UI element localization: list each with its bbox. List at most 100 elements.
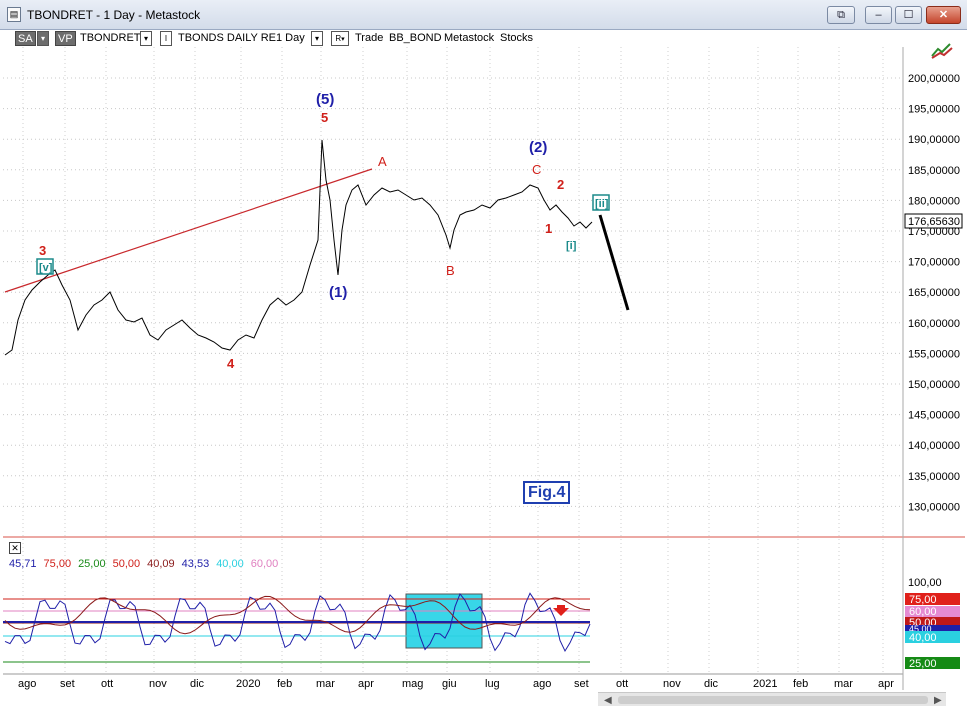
- horizontal-scrollbar[interactable]: ◀ ▶: [598, 692, 946, 706]
- minimize-icon: –: [875, 9, 882, 21]
- chart-document-icon[interactable]: ▤: [7, 7, 21, 22]
- last-price-tag: [904, 213, 963, 229]
- indicator-values: 45,71 75,00 25,00 50,00 40,09 43,53 40,00 60,00: [9, 558, 285, 570]
- wave-label-C: C: [532, 162, 541, 177]
- restore-child-button[interactable]: ⧉: [827, 6, 855, 24]
- date-tick-label: dic: [190, 678, 205, 690]
- price-tick-label: 180,00000: [908, 195, 960, 207]
- refresh-icon[interactable]: R▾: [331, 31, 349, 46]
- symbol-field[interactable]: TBONDRET: [80, 32, 141, 44]
- minimize-button[interactable]: –: [865, 6, 892, 24]
- price-tick-label: 190,00000: [908, 134, 960, 146]
- wave-label-3: 3: [39, 243, 46, 258]
- wave-label-B: B: [446, 263, 455, 278]
- expert-label[interactable]: BB_BOND: [389, 32, 442, 44]
- window-title: TBONDRET - 1 Day - Metastock: [27, 8, 201, 22]
- price-series: [4, 139, 593, 356]
- chart-toolbar: SA ▾ VP TBONDRET ▾ I TBONDS DAILY RE 1 D…: [0, 30, 967, 47]
- indicator-value: 50,00: [112, 558, 141, 570]
- sa-button[interactable]: SA: [15, 31, 36, 46]
- scroll-thumb[interactable]: [618, 696, 928, 704]
- symbol-dropdown-icon[interactable]: ▾: [140, 31, 152, 46]
- title-bar: ▤ TBONDRET - 1 Day - Metastock ⧉ – ☐ ✕: [0, 0, 967, 30]
- price-tick-label: 135,00000: [908, 471, 960, 483]
- down-arrow-marker[interactable]: [553, 605, 569, 616]
- maximize-icon: ☐: [903, 9, 914, 21]
- interval-field[interactable]: 1 Day: [276, 32, 305, 44]
- tag-40: [905, 631, 960, 643]
- wave-label-4: 4: [227, 356, 235, 371]
- scroll-right-icon[interactable]: ▶: [934, 695, 942, 706]
- price-tick-label: 170,00000: [908, 257, 960, 269]
- figure-label: Fig.4: [523, 481, 571, 504]
- price-axis: 200,00000 195,00000 190,00000 185,00000 180,…: [908, 73, 960, 513]
- price-tick-label: 140,00000: [908, 440, 960, 452]
- tag-45: [905, 625, 960, 632]
- wave-label-1: 1: [545, 221, 552, 236]
- security-info-icon[interactable]: I: [160, 31, 172, 46]
- date-tick-label: feb: [793, 678, 808, 690]
- price-tick-label: 175,00000: [908, 226, 960, 238]
- wave-ii-box: [592, 194, 610, 211]
- template-label[interactable]: Trade: [355, 32, 384, 44]
- date-tick-label: mar: [316, 678, 335, 690]
- wave-label-5: 5: [321, 110, 328, 125]
- oscillator-slow: [4, 595, 591, 635]
- vp-button[interactable]: VP: [55, 31, 76, 46]
- chart-layout-icon[interactable]: [930, 40, 954, 60]
- price-tick-label: 130,00000: [908, 501, 960, 513]
- wave-label-2-major: (2): [529, 139, 547, 156]
- indicator-close-icon[interactable]: ✕: [9, 542, 21, 554]
- wave-label-v: [v]: [39, 262, 53, 274]
- date-tick-label: ago: [533, 678, 551, 690]
- close-icon: ✕: [938, 9, 949, 21]
- date-tick-label: lug: [485, 678, 500, 690]
- wave-label-ii: [ii]: [595, 198, 609, 210]
- indicator-value: 25,00: [78, 558, 106, 570]
- date-tick-label: ott: [101, 678, 113, 690]
- date-tick-label: giu: [442, 678, 457, 690]
- tag-25-text: 25,00: [909, 658, 937, 670]
- tag-40-text: 40,00: [909, 632, 937, 644]
- tag-75-text: 75,00: [909, 594, 937, 606]
- price-tick-label: 195,00000: [908, 104, 960, 116]
- price-tick-label: 145,00000: [908, 410, 960, 422]
- security-name-field[interactable]: TBONDS DAILY RE: [178, 32, 277, 44]
- tag-60-text: 60,00: [909, 606, 937, 618]
- date-tick-label: mag: [402, 678, 423, 690]
- price-tick-label: 165,00000: [908, 287, 960, 299]
- indicator-value: 45,71: [9, 558, 37, 570]
- wave-label-2: 2: [557, 177, 564, 192]
- trend-line[interactable]: [4, 168, 373, 293]
- date-tick-label: set: [574, 678, 589, 690]
- scroll-left-icon[interactable]: ◀: [604, 695, 612, 706]
- expert-label-2[interactable]: Metastock: [444, 32, 495, 44]
- date-tick-label: ott: [616, 678, 628, 690]
- expert-label-3[interactable]: Stocks: [500, 32, 534, 44]
- indicator-value: 60,00: [250, 558, 279, 570]
- price-tick-label: 155,00000: [908, 348, 960, 360]
- date-tick-label: apr: [878, 678, 894, 690]
- oscillator-fast: [4, 592, 591, 653]
- date-tick-label: apr: [358, 678, 374, 690]
- sa-dropdown-icon[interactable]: ▾: [37, 31, 49, 46]
- price-tick-label: 185,00000: [908, 165, 960, 177]
- indicator-value: 75,00: [43, 558, 72, 570]
- indicator-value: 43,53: [181, 558, 210, 570]
- price-tick-label: 160,00000: [908, 318, 960, 330]
- date-tick-label: 2021: [753, 678, 777, 690]
- wave-label-i: [i]: [566, 240, 577, 252]
- maximize-button[interactable]: ☐: [895, 6, 922, 24]
- wave-label-1-major: (1): [329, 284, 347, 301]
- date-tick-label: ago: [18, 678, 36, 690]
- date-tick-label: 2020: [236, 678, 260, 690]
- restore-icon: ⧉: [837, 9, 845, 21]
- date-tick-label: set: [60, 678, 75, 690]
- last-price-value: 176,65630: [908, 216, 960, 228]
- date-tick-label: nov: [663, 678, 681, 690]
- price-tick-label: 150,00000: [908, 379, 960, 391]
- interval-dropdown-icon[interactable]: ▾: [311, 31, 323, 46]
- projection-line[interactable]: [598, 214, 630, 311]
- close-button[interactable]: ✕: [926, 6, 961, 24]
